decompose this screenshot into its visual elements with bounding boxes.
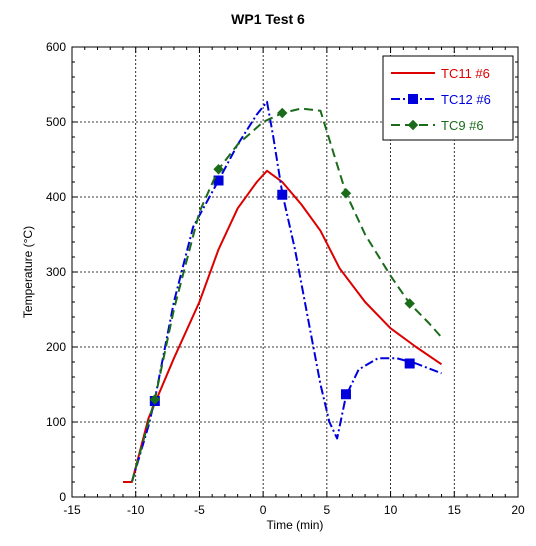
series-marker-2 (404, 358, 415, 369)
series-marker-3 (277, 107, 288, 119)
series-line-3 (130, 107, 443, 483)
x-tick-label: 5 (324, 503, 331, 517)
grid-lines (72, 47, 518, 497)
plot-area-frame (71, 46, 519, 498)
y-axis-label: Temperature (°C) (21, 226, 35, 318)
legend: TC11 #6 TC12 #6 TC9 #6 (382, 55, 514, 141)
x-tick-label: 15 (448, 503, 462, 517)
x-tick-label: 10 (384, 503, 398, 517)
x-tick-label: -15 (63, 503, 81, 517)
legend-marker-2 (408, 94, 418, 104)
y-tick-labels: 0 100 200 300 400 500 600 (46, 40, 66, 504)
series-1 (123, 169, 443, 483)
x-tick-label: -5 (194, 503, 205, 517)
x-tick-label: 20 (511, 503, 525, 517)
series-2 (130, 100, 442, 483)
series-marker-2 (277, 189, 288, 200)
series-3 (130, 107, 443, 483)
series-marker-3 (213, 164, 224, 175)
y-tick-label: 600 (46, 40, 66, 54)
legend-marker-3 (407, 119, 419, 131)
legend-label-3: TC9 #6 (441, 118, 484, 133)
series-marker-3 (340, 188, 352, 199)
y-tick-label: 100 (46, 415, 66, 429)
x-tick-labels: -15 -10 -5 0 5 10 15 20 (63, 503, 525, 517)
y-tick-label: 500 (46, 115, 66, 129)
legend-label-2: TC12 #6 (441, 92, 491, 107)
y-tick-label: 400 (46, 190, 66, 204)
series-marker-2 (340, 389, 351, 400)
x-tick-label: -10 (127, 503, 145, 517)
y-tick-label: 300 (46, 265, 66, 279)
chart-title: WP1 Test 6 (231, 11, 305, 27)
x-axis-label: Time (min) (267, 518, 324, 532)
y-tick-label: 200 (46, 340, 66, 354)
series-line-2 (130, 100, 442, 483)
series-line-1 (123, 169, 443, 483)
series-marker-3 (149, 394, 161, 405)
series-group (123, 100, 443, 483)
x-tick-label: 0 (260, 503, 267, 517)
legend-label-1: TC11 #6 (441, 66, 490, 81)
y-tick-label: 0 (59, 490, 66, 504)
series-marker-3 (404, 298, 415, 309)
